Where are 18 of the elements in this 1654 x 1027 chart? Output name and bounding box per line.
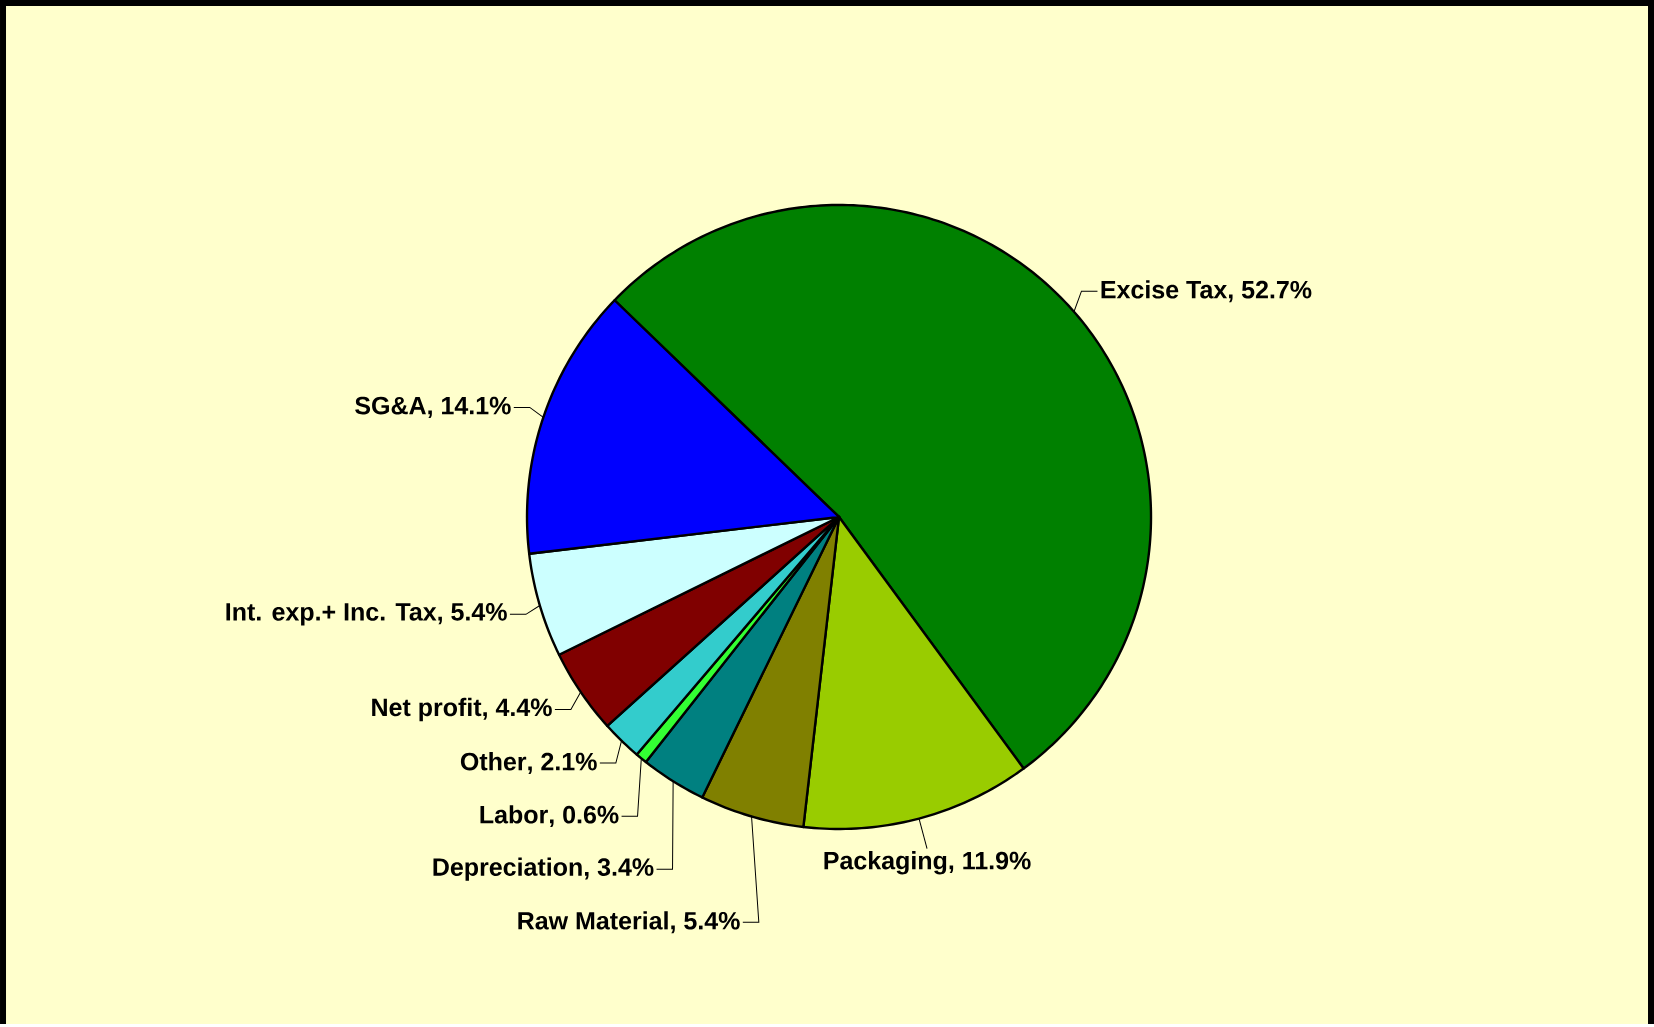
slice-label: Int. exp.+ Inc. Tax [226, 603, 437, 626]
data-label: , 5.4% [671, 911, 740, 934]
data-label: , 5.4% [438, 603, 507, 625]
data-label: , 11.9% [949, 851, 1031, 874]
slice-label: Excise Tax [1101, 280, 1228, 299]
slice-label: Packaging [824, 851, 947, 875]
data-label: , 52.7% [1228, 280, 1312, 303]
data-label: , 4.4% [483, 698, 552, 720]
slice-label: Labor [480, 805, 548, 824]
slice-label: Net profit [372, 697, 482, 722]
slice-label: Raw Material [518, 911, 668, 930]
slice-label: Depreciation [433, 857, 582, 881]
data-label: , 14.1% [428, 396, 511, 419]
data-label: , 3.4% [584, 858, 654, 880]
slice-label: Other [460, 752, 527, 771]
data-label: , 2.1% [528, 752, 597, 775]
slice-label: SG&A [355, 396, 426, 415]
data-label: , 0.6% [549, 805, 619, 828]
